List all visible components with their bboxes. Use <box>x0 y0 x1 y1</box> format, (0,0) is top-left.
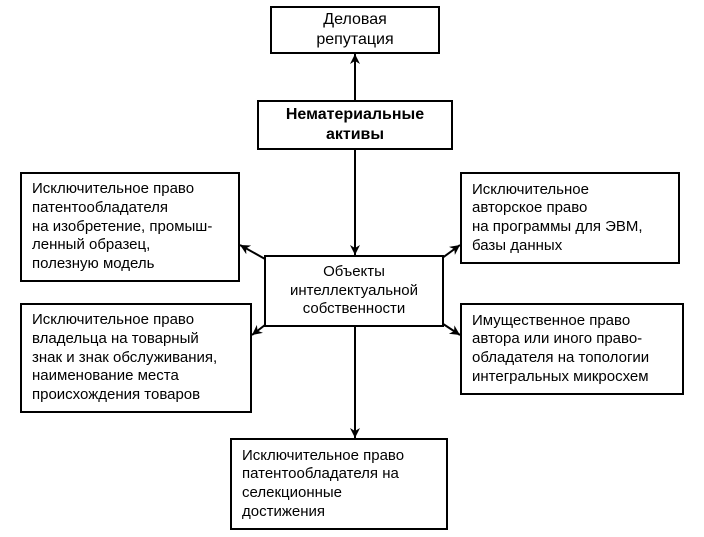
node-label: Имущественное право автора или иного пра… <box>472 312 672 387</box>
node-label: Исключительное право патентообладателя н… <box>242 447 436 522</box>
node-label: Деловая репутация <box>282 10 428 50</box>
node-ic-topology-right: Имущественное право автора или иного пра… <box>460 303 684 395</box>
node-ip-objects: Объекты интеллектуальной собственности <box>264 255 444 327</box>
node-label: Исключительное авторское право на програ… <box>472 181 668 256</box>
node-patent-right: Исключительное право патентообладателя н… <box>20 172 240 282</box>
node-trademark-right: Исключительное право владельца на товарн… <box>20 303 252 413</box>
node-business-reputation: Деловая репутация <box>270 6 440 54</box>
node-label: Исключительное право патентообладателя н… <box>32 180 228 274</box>
node-label: Объекты интеллектуальной собственности <box>276 263 432 319</box>
node-label: Нематериальные активы <box>269 105 441 145</box>
node-copyright-software: Исключительное авторское право на програ… <box>460 172 680 264</box>
node-label: Исключительное право владельца на товарн… <box>32 311 240 405</box>
diagram-canvas: Деловая репутация Нематериальные активы … <box>0 0 704 537</box>
node-intangible-assets: Нематериальные активы <box>257 100 453 150</box>
node-selection-achievements: Исключительное право патентообладателя н… <box>230 438 448 530</box>
